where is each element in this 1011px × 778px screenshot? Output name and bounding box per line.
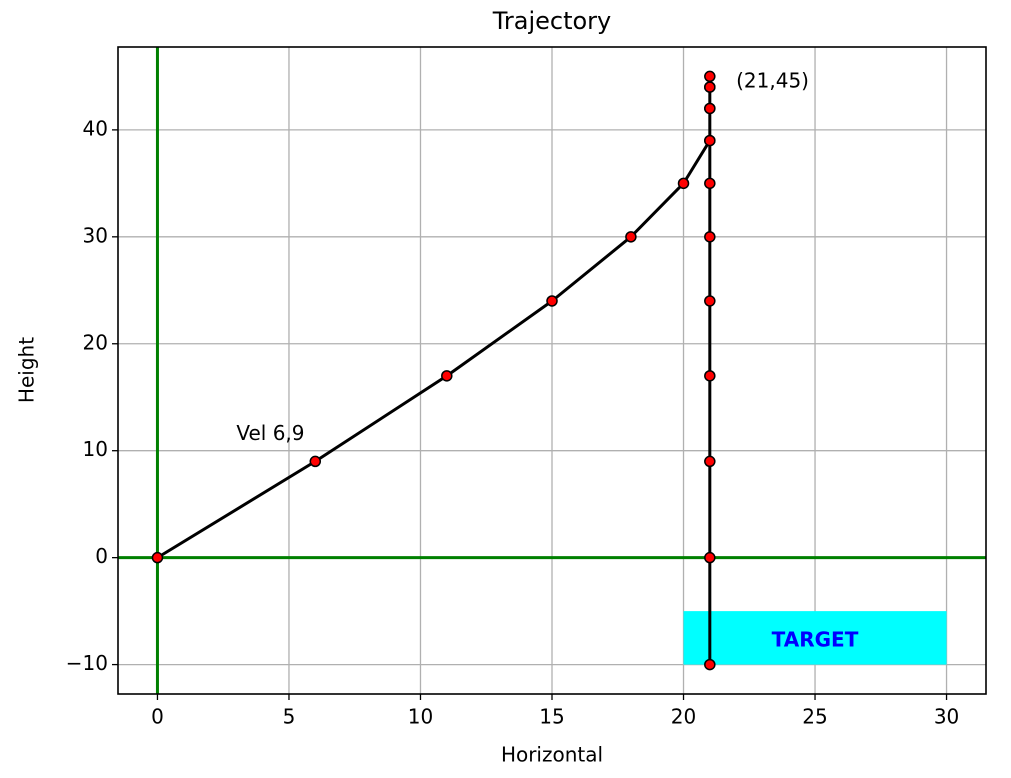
y-tick-label: 10 <box>83 437 108 461</box>
point <box>309 455 322 468</box>
y-tick-label: 20 <box>83 330 108 354</box>
x-tick-label: 5 <box>283 705 296 729</box>
point <box>704 102 716 115</box>
point <box>704 295 716 307</box>
y-axis-label: Height <box>15 337 39 403</box>
x-axis-label: Horizontal <box>501 743 603 767</box>
point <box>704 81 716 93</box>
point <box>625 231 637 243</box>
point <box>704 177 716 190</box>
x-tick-label: 25 <box>802 705 827 729</box>
point <box>704 231 716 243</box>
x-tick-label: 15 <box>539 705 564 729</box>
x-tick-label: 10 <box>408 705 433 729</box>
y-tick-label: 30 <box>83 223 108 247</box>
point <box>704 70 716 83</box>
point <box>704 134 716 147</box>
chart-title: Trajectory <box>492 7 612 35</box>
point <box>151 551 164 564</box>
target-label: TARGET <box>772 628 859 652</box>
annotation: Vel 6,9 <box>236 421 304 445</box>
point <box>704 551 716 564</box>
y-tick-label: 0 <box>95 544 108 568</box>
point <box>704 658 716 671</box>
x-tick-label: 20 <box>671 705 696 729</box>
point <box>704 455 716 468</box>
x-tick-label: 30 <box>934 705 959 729</box>
plot-frame <box>117 46 987 695</box>
annotation: (21,45) <box>736 68 809 92</box>
point <box>704 370 716 382</box>
y-tick-label: −10 <box>66 651 108 675</box>
point <box>441 370 453 382</box>
x-tick-label: 0 <box>151 705 164 729</box>
point <box>546 295 558 307</box>
point <box>677 177 690 190</box>
target-region <box>683 611 947 665</box>
y-tick-label: 40 <box>83 116 108 140</box>
trajectory-line <box>156 74 712 665</box>
